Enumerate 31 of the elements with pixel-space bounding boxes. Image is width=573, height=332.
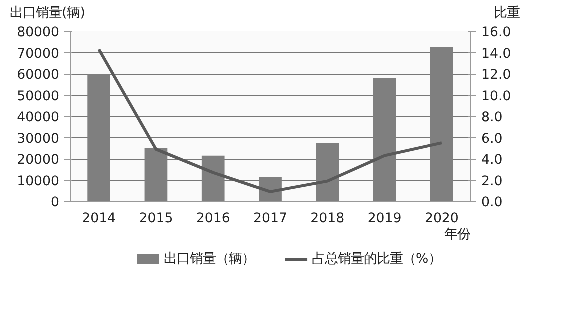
x-tick-label: 2018 xyxy=(310,212,345,227)
x-tick-label: 2019 xyxy=(368,212,402,227)
y-tick-label: 80000 xyxy=(17,26,60,41)
line-series xyxy=(98,48,444,194)
y-tick-label: 60000 xyxy=(17,68,60,84)
legend-label: 出口销量（辆） xyxy=(164,252,255,268)
y2-tick-label: 16.0 xyxy=(482,26,512,41)
y-tick-label: 10000 xyxy=(17,174,60,190)
y-tick-label: 0 xyxy=(51,196,60,211)
y2-axis-title: 比重 xyxy=(494,4,520,23)
y2-tick-label: 6.0 xyxy=(482,132,503,147)
y-tick-label: 40000 xyxy=(17,110,60,126)
y-axis-title: 出口销量(辆) xyxy=(10,4,86,23)
x-tick-label: 2014 xyxy=(82,212,116,227)
x-axis-title: 年份 xyxy=(444,228,470,243)
y2-tick-label: 0.0 xyxy=(482,196,503,211)
y2-tick-label: 4.0 xyxy=(482,153,503,168)
y-tick-label: 20000 xyxy=(17,153,60,168)
x-tick-label: 2020 xyxy=(424,212,459,227)
x-tick-label: 2016 xyxy=(196,212,230,227)
y2-tick-label: 14.0 xyxy=(482,46,512,62)
y2-tick-label: 2.0 xyxy=(482,174,503,190)
y-tick-label: 30000 xyxy=(17,132,60,147)
x-tick-label: 2015 xyxy=(139,212,174,227)
legend-label: 占总销量的比重（%） xyxy=(312,252,442,268)
y-tick-label: 50000 xyxy=(17,89,60,104)
y-tick-label: 70000 xyxy=(17,46,60,62)
y2-tick-label: 12.0 xyxy=(482,68,512,84)
x-tick-label: 2017 xyxy=(254,212,288,227)
y2-tick-label: 10.0 xyxy=(482,89,512,104)
y2-tick-label: 8.0 xyxy=(482,110,503,126)
